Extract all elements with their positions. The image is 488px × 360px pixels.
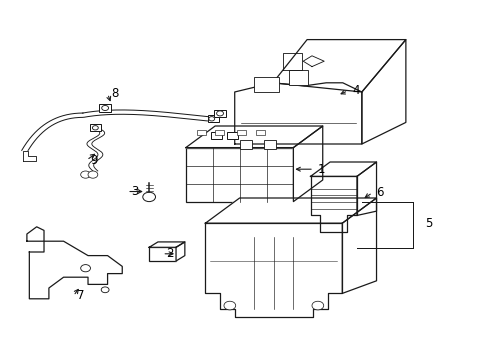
Circle shape — [81, 171, 90, 178]
Text: 9: 9 — [90, 154, 98, 167]
Circle shape — [208, 117, 214, 121]
Polygon shape — [310, 162, 376, 176]
Bar — [207, 115, 218, 122]
Polygon shape — [27, 227, 44, 241]
Bar — [226, 132, 237, 139]
Polygon shape — [176, 242, 184, 261]
Circle shape — [102, 105, 108, 111]
Circle shape — [101, 287, 109, 293]
Bar — [99, 104, 111, 112]
Polygon shape — [310, 176, 356, 232]
Bar — [214, 110, 226, 117]
Bar — [210, 132, 221, 139]
Bar — [197, 130, 205, 135]
Bar — [149, 247, 176, 261]
Bar — [215, 130, 224, 135]
Text: 7: 7 — [77, 289, 84, 302]
Circle shape — [88, 171, 98, 178]
Bar — [288, 70, 307, 85]
Polygon shape — [185, 126, 322, 148]
Text: 6: 6 — [376, 186, 383, 199]
Polygon shape — [29, 241, 122, 299]
Text: 1: 1 — [317, 163, 325, 176]
Text: 2: 2 — [166, 247, 173, 260]
Bar — [264, 140, 276, 149]
Text: 8: 8 — [111, 87, 119, 100]
Circle shape — [81, 265, 90, 272]
Circle shape — [92, 126, 98, 130]
Polygon shape — [23, 151, 36, 161]
Polygon shape — [205, 223, 342, 317]
Text: 3: 3 — [131, 185, 138, 198]
Polygon shape — [356, 162, 376, 215]
Circle shape — [224, 301, 235, 310]
Bar — [236, 130, 245, 135]
Text: 5: 5 — [425, 217, 432, 230]
Bar — [256, 130, 264, 135]
Circle shape — [311, 301, 323, 310]
Bar — [90, 124, 101, 131]
Polygon shape — [272, 40, 405, 92]
Circle shape — [142, 192, 155, 202]
Text: 4: 4 — [351, 84, 359, 97]
Polygon shape — [205, 198, 376, 223]
Bar — [185, 148, 293, 202]
Circle shape — [216, 111, 223, 116]
Bar — [254, 77, 278, 92]
Polygon shape — [342, 198, 376, 293]
Polygon shape — [149, 242, 184, 247]
Polygon shape — [234, 83, 361, 144]
Polygon shape — [361, 40, 405, 144]
Bar — [239, 140, 251, 149]
Polygon shape — [293, 126, 322, 202]
